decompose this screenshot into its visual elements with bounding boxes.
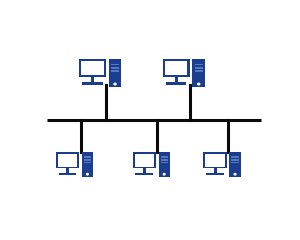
Bar [206,154,225,167]
Bar [214,168,217,173]
Bar [109,59,122,87]
Bar [79,59,106,77]
Bar [203,152,227,168]
Bar [195,64,203,66]
Bar [58,154,77,167]
Bar [158,152,170,177]
Bar [143,168,146,173]
Bar [230,152,241,177]
Bar [231,156,239,158]
Circle shape [86,174,88,175]
Bar [84,159,91,161]
Bar [160,162,168,163]
Bar [165,61,187,75]
Bar [163,59,190,77]
Bar [231,162,239,163]
Circle shape [114,83,116,85]
Bar [135,154,154,167]
Bar [195,70,203,72]
Bar [160,159,168,161]
Circle shape [163,174,165,175]
Bar [111,67,119,69]
Bar [192,59,205,87]
Bar [84,156,91,158]
Bar [84,162,91,163]
Circle shape [198,83,200,85]
Bar [195,67,203,69]
Bar [166,83,186,85]
Bar [111,70,119,72]
Bar [231,159,239,161]
Bar [111,64,119,66]
Bar [136,173,153,175]
Bar [133,152,156,168]
Circle shape [234,174,236,175]
Bar [81,61,104,75]
Bar [82,83,103,85]
Bar [66,168,69,173]
Bar [175,77,178,83]
Bar [82,152,93,177]
Bar [160,156,168,158]
Bar [91,77,94,83]
Bar [206,173,224,175]
Bar [56,152,79,168]
Bar [59,173,76,175]
